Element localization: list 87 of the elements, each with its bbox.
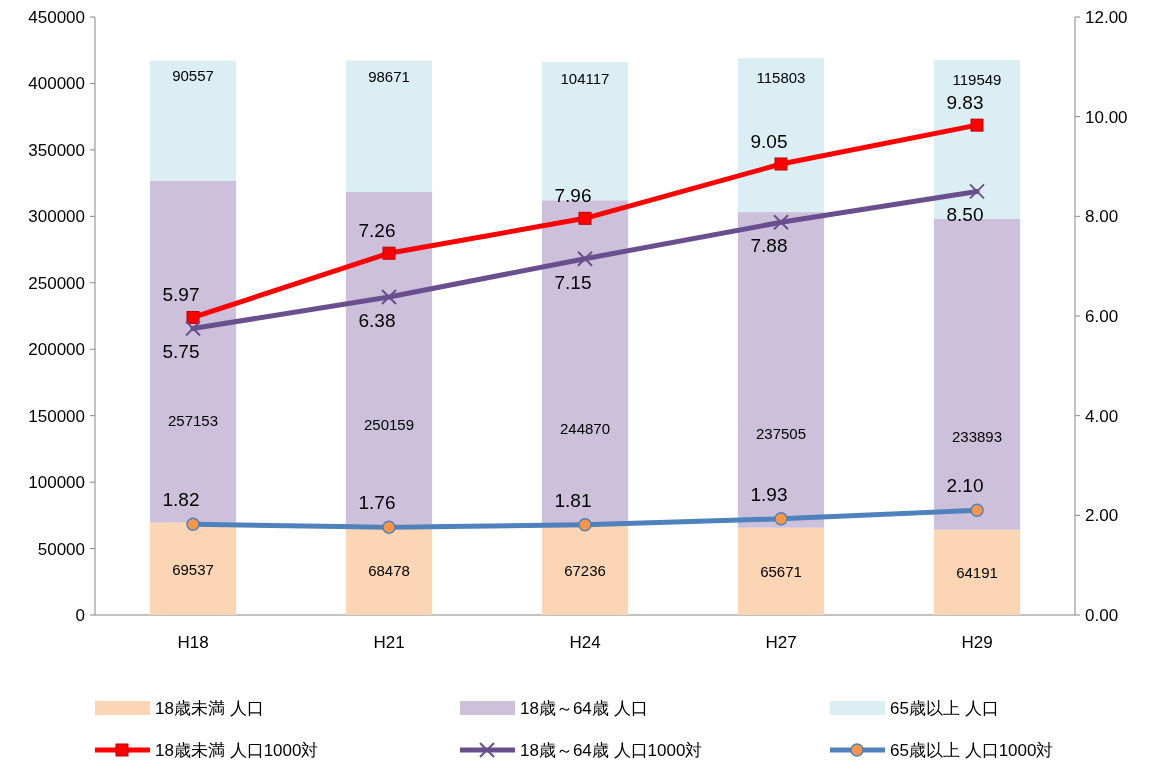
data-label: 9.83 xyxy=(946,92,984,114)
data-label: 2.10 xyxy=(946,475,984,497)
data-label: 104117 xyxy=(560,70,610,88)
point xyxy=(969,183,985,200)
y2-tick-label: 12.00 xyxy=(1085,8,1128,27)
bar xyxy=(933,529,1021,615)
legend-label: 18歳～64歳 人口 xyxy=(520,699,648,718)
y-tick-label: 350000 xyxy=(28,140,85,160)
data-label: 69537 xyxy=(172,560,214,578)
bar xyxy=(345,60,433,192)
x-tick-label: H24 xyxy=(569,633,601,652)
data-label: 5.97 xyxy=(162,284,200,306)
legend-label: 18歳～64歳 人口1000対 xyxy=(520,741,703,760)
y2-tick-label: 6.00 xyxy=(1085,307,1119,326)
y-tick-label: 0 xyxy=(75,606,85,625)
data-label: 65671 xyxy=(760,563,802,581)
data-label: 5.75 xyxy=(162,341,200,363)
data-label: 7.26 xyxy=(358,220,396,242)
data-label: 64191 xyxy=(956,564,998,582)
point xyxy=(774,512,788,526)
bar xyxy=(541,61,629,201)
data-label: 9.05 xyxy=(750,131,788,153)
legend-label: 18歳未満 人口1000対 xyxy=(155,741,319,760)
point xyxy=(381,289,397,306)
data-label: 233893 xyxy=(951,428,1003,446)
y-tick-label: 150000 xyxy=(28,406,85,426)
y2-tick-label: 10.00 xyxy=(1085,107,1128,127)
data-label: 7.88 xyxy=(750,235,788,257)
data-label: 115803 xyxy=(756,68,806,86)
data-label: 98671 xyxy=(368,68,410,86)
bar xyxy=(737,58,825,213)
data-label: 1.93 xyxy=(750,483,788,505)
bar xyxy=(345,524,433,615)
point xyxy=(577,250,593,267)
bar xyxy=(149,60,237,181)
data-label: 1.82 xyxy=(162,489,200,511)
point xyxy=(186,311,200,324)
y-tick-label: 100000 xyxy=(28,473,85,493)
legend-label: 65歳以上 人口 xyxy=(890,699,999,718)
y-tick-label: 400000 xyxy=(28,74,85,94)
point xyxy=(578,518,592,532)
point xyxy=(578,211,592,225)
data-label: 119549 xyxy=(952,71,1002,89)
bar xyxy=(737,527,825,615)
x-tick-label: H29 xyxy=(961,633,993,652)
data-label: 8.50 xyxy=(946,204,984,226)
point xyxy=(773,214,789,231)
x-tick-label: H18 xyxy=(177,633,209,652)
x-tick-label: H21 xyxy=(373,633,405,652)
bar xyxy=(737,212,825,528)
y2-tick-label: 2.00 xyxy=(1085,506,1119,526)
bar xyxy=(149,522,237,615)
data-label: 90557 xyxy=(172,66,214,84)
bar xyxy=(541,200,629,526)
bar xyxy=(149,180,237,523)
data-label: 67236 xyxy=(564,562,606,580)
data-label: 7.15 xyxy=(554,271,592,293)
data-label: 250159 xyxy=(363,416,415,434)
bar xyxy=(345,191,433,524)
y-tick-label: 50000 xyxy=(37,539,85,559)
y-tick-label: 450000 xyxy=(28,8,85,27)
point xyxy=(970,503,984,518)
point xyxy=(382,520,396,535)
data-label: 244870 xyxy=(559,420,611,438)
point xyxy=(774,157,788,171)
data-label: 6.38 xyxy=(358,310,396,332)
point xyxy=(970,118,984,132)
y2-tick-label: 4.00 xyxy=(1085,406,1119,426)
legend-label: 18歳未満 人口 xyxy=(155,699,264,718)
data-label: 7.96 xyxy=(554,185,592,207)
data-label: 237505 xyxy=(755,425,807,443)
data-label: 1.76 xyxy=(358,492,396,514)
point xyxy=(185,320,201,337)
y-tick-label: 200000 xyxy=(28,340,85,360)
bar xyxy=(541,525,629,615)
point xyxy=(382,246,396,260)
y-tick-label: 250000 xyxy=(28,273,85,293)
bar xyxy=(933,60,1021,219)
y-tick-label: 300000 xyxy=(28,207,85,227)
data-label: 257153 xyxy=(167,412,219,430)
data-label: 1.81 xyxy=(554,489,592,511)
x-tick-label: H27 xyxy=(765,633,797,652)
y2-tick-label: 8.00 xyxy=(1085,207,1119,227)
point xyxy=(186,517,200,532)
y2-tick-label: 0.00 xyxy=(1085,606,1119,625)
legend-label: 65歳以上 人口1000対 xyxy=(890,741,1054,760)
data-label: 68478 xyxy=(368,561,410,579)
